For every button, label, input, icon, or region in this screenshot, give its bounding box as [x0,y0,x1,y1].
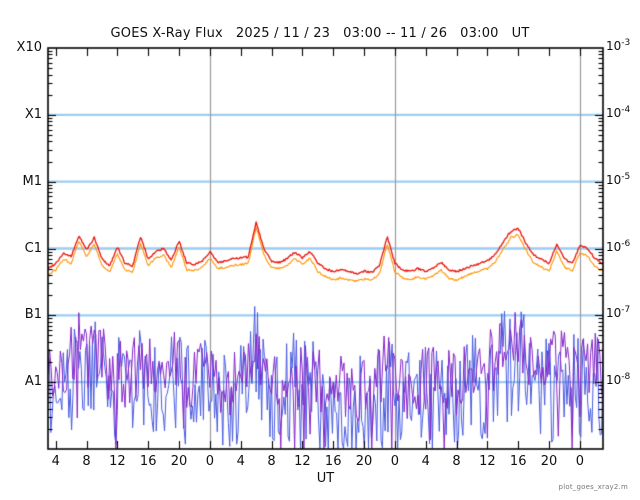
x-axis-tick-label: 12 [109,454,126,469]
y-axis-right-label: 10-6 [606,238,631,254]
y-axis-right-label: 10-3 [606,38,631,53]
x-axis-tick-label: 20 [170,454,188,469]
y-axis-left-label: X1 [24,106,42,122]
x-axis-tick-label: 4 [236,454,245,469]
y-axis-right-label: 10-5 [606,171,631,187]
y-axis-left-label: M1 [22,173,43,189]
x-axis-tick-label: 16 [324,454,342,469]
x-axis-tick-label: 16 [509,454,527,469]
y-axis-right-label: 10-7 [606,305,631,321]
x-axis-tick-label: 12 [294,454,311,469]
x-axis-tick-label: 20 [355,454,373,469]
x-axis-tick-label: 4 [421,454,430,469]
x-axis-tick-label: 16 [139,454,157,469]
x-axis-tick-label: 20 [540,454,558,469]
y-axis-right-label: 10-8 [606,372,631,388]
x-axis-tick-label: 12 [479,454,496,469]
watermark-text: plot_goes_xray2.m [558,483,628,491]
x-axis-tick-label: 0 [390,454,400,469]
y-axis-left-label: X10 [16,40,42,55]
y-axis-left-label: C1 [24,240,42,256]
x-axis-tick-label: 4 [51,454,60,469]
y-axis-left-label: A1 [24,374,42,390]
x-axis-tick-label: 0 [205,454,215,469]
x-axis-tick-label: 8 [82,454,91,469]
x-axis-tick-label: 0 [575,454,585,469]
x-axis-tick-label: 8 [452,454,461,469]
y-axis-right-label: 10-4 [606,104,631,120]
x-axis-tick-label: 8 [267,454,276,469]
y-axis-left-label: B1 [24,307,42,323]
x-axis-title: UT [316,471,335,486]
